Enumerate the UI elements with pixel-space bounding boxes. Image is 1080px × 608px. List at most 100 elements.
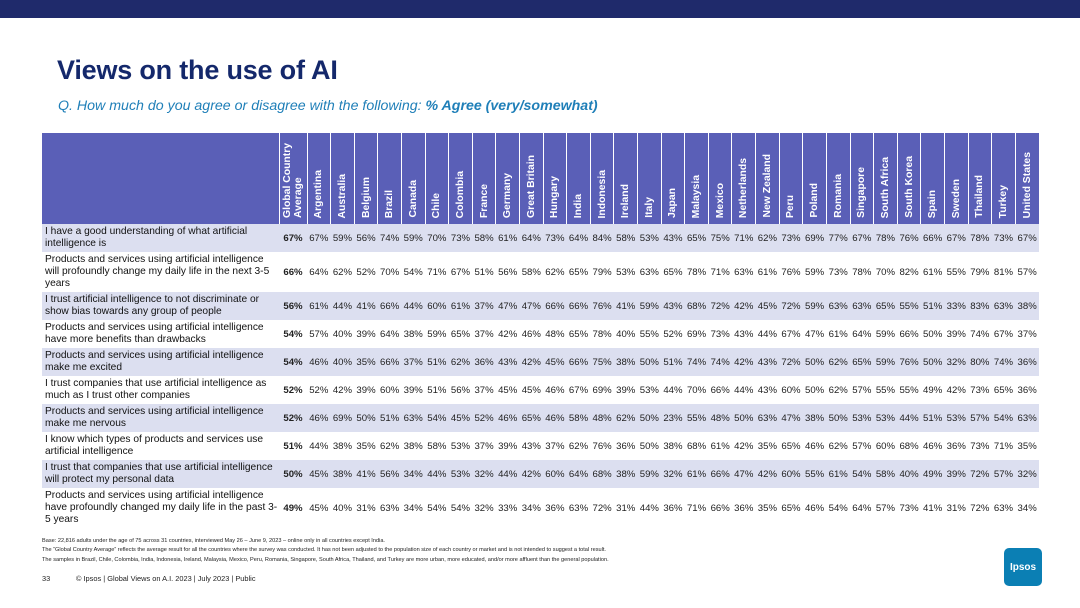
global-average-cell: 66%: [283, 266, 303, 278]
column-header: Thailand: [967, 133, 992, 224]
country-value-cell: 69%: [802, 224, 827, 252]
country-value-cell: 36%: [663, 502, 683, 514]
column-header-label: South Africa: [879, 156, 891, 218]
row-statement: Products and services using artificial i…: [45, 322, 264, 345]
country-value-cell: 54%: [450, 502, 471, 514]
country-value-cell: 65%: [663, 266, 683, 278]
country-value-cell: 72%: [592, 502, 612, 514]
country-value-cell: 73%: [970, 440, 990, 452]
country-value-cell: 63%: [755, 404, 780, 432]
country-value-cell: 44%: [663, 384, 683, 396]
country-value-cell: 40%: [616, 328, 636, 340]
column-header-label: Colombia: [454, 170, 466, 218]
country-value-cell: 74%: [708, 348, 732, 376]
country-value-cell: 74%: [991, 348, 1016, 376]
base-note: Base: 22,816 adults under the age of 75 …: [42, 538, 385, 544]
row-statement: Products and services using artificial i…: [45, 490, 278, 525]
country-value-cell: 54%: [991, 404, 1016, 432]
country-value-cell: 57%: [875, 502, 896, 514]
country-value-cell: 83%: [968, 292, 992, 320]
global-average-cell: 54%: [283, 328, 303, 340]
column-header: South Korea: [896, 133, 921, 224]
country-value-cell: 59%: [401, 224, 426, 252]
country-value-cell: 33%: [944, 292, 969, 320]
column-header: Romania: [825, 133, 851, 224]
table-row: Products and services using artificial i…: [42, 404, 1039, 432]
country-value-cell: 73%: [899, 502, 919, 514]
column-header: United States: [1014, 133, 1039, 224]
samples-note: The samples in Brazil, Chile, Colombia, …: [42, 556, 609, 563]
country-value-cell: 36%: [734, 502, 754, 514]
country-value-cell: 61%: [826, 460, 851, 488]
country-value-cell: 38%: [613, 460, 638, 488]
country-value-cell: 66%: [899, 328, 919, 340]
results-table: Global Country Average Argentina Australia…: [42, 133, 1039, 528]
country-value-cell: 55%: [875, 384, 896, 396]
country-value-cell: 42%: [946, 384, 966, 396]
country-value-cell: 45%: [521, 384, 541, 396]
country-value-cell: 51%: [474, 266, 494, 278]
country-value-cell: 62%: [448, 348, 473, 376]
country-value-cell: 53%: [637, 224, 662, 252]
country-value-cell: 46%: [307, 348, 331, 376]
country-value-cell: 39%: [356, 384, 376, 396]
row-statement: Products and services using artificial i…: [42, 348, 279, 376]
country-value-cell: 32%: [944, 348, 969, 376]
country-value-cell: 45%: [309, 502, 329, 514]
country-value-cell: 42%: [731, 292, 756, 320]
country-value-cell: 60%: [543, 460, 567, 488]
country-value-cell: 63%: [639, 266, 659, 278]
row-statement: Products and services using artificial i…: [45, 254, 270, 289]
country-value-cell: 73%: [991, 224, 1016, 252]
country-value-cell: 39%: [944, 460, 969, 488]
column-header-label: New Zealand: [761, 154, 773, 218]
country-value-cell: 42%: [519, 460, 544, 488]
question-subtitle: Q. How much do you agree or disagree wit…: [58, 98, 598, 114]
country-value-cell: 73%: [779, 224, 803, 252]
country-value-cell: 32%: [472, 460, 496, 488]
global-average-cell: 56%: [279, 292, 307, 320]
country-value-cell: 55%: [802, 460, 827, 488]
country-value-cell: 32%: [1015, 460, 1039, 488]
country-value-cell: 66%: [920, 224, 945, 252]
country-value-cell: 51%: [661, 348, 685, 376]
country-value-cell: 43%: [661, 292, 685, 320]
country-value-cell: 44%: [495, 460, 520, 488]
country-value-cell: 59%: [637, 460, 662, 488]
country-value-cell: 43%: [755, 348, 780, 376]
column-header: Indonesia: [589, 133, 614, 224]
country-value-cell: 70%: [380, 266, 400, 278]
country-value-cell: 23%: [661, 404, 685, 432]
country-value-cell: 45%: [755, 292, 780, 320]
country-value-cell: 55%: [639, 328, 659, 340]
table-body: I have a good understanding of what arti…: [42, 224, 1039, 528]
country-value-cell: 63%: [826, 292, 851, 320]
country-value-cell: 35%: [1017, 440, 1037, 452]
country-value-cell: 68%: [899, 440, 919, 452]
country-value-cell: 52%: [663, 328, 683, 340]
country-value-cell: 74%: [684, 348, 709, 376]
country-value-cell: 50%: [637, 348, 662, 376]
country-value-cell: 60%: [779, 460, 803, 488]
country-value-cell: 46%: [805, 440, 825, 452]
column-header: Mexico: [707, 133, 732, 224]
country-value-cell: 54%: [850, 460, 874, 488]
country-value-cell: 37%: [1017, 328, 1037, 340]
column-header-label: Mexico: [714, 182, 726, 218]
country-value-cell: 44%: [425, 460, 449, 488]
question-emphasis: % Agree (very/somewhat): [425, 98, 598, 114]
country-value-cell: 79%: [592, 266, 612, 278]
column-header-label: Chile: [431, 192, 443, 218]
country-value-cell: 65%: [850, 348, 874, 376]
country-value-cell: 36%: [472, 348, 496, 376]
country-value-cell: 61%: [684, 460, 709, 488]
country-value-cell: 39%: [403, 384, 423, 396]
country-value-cell: 52%: [472, 404, 496, 432]
country-value-cell: 54%: [427, 502, 447, 514]
column-header-label: Sweden: [950, 178, 962, 218]
column-header: France: [471, 133, 496, 224]
country-value-cell: 64%: [852, 328, 872, 340]
column-header-label: Thailand: [974, 175, 986, 218]
country-value-cell: 46%: [805, 502, 825, 514]
country-value-cell: 37%: [474, 440, 494, 452]
